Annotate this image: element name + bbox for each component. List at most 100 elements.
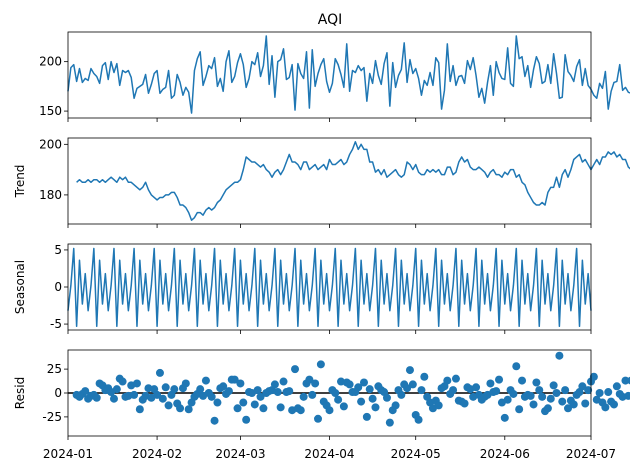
y-tick-label: 200: [39, 55, 62, 69]
resid-point: [584, 386, 593, 395]
resid-point: [201, 376, 210, 385]
resid-point: [543, 404, 552, 413]
resid-point: [449, 386, 458, 395]
resid-point: [259, 404, 268, 413]
resid-point: [242, 415, 251, 424]
resid-point: [486, 379, 495, 388]
resid-point: [176, 404, 185, 413]
resid-point: [250, 400, 259, 409]
resid-point: [371, 403, 380, 412]
resid-point: [609, 400, 618, 409]
resid-point: [500, 413, 509, 422]
resid-point: [170, 385, 179, 394]
resid-point: [589, 372, 598, 381]
seasonal-series-line: [67, 247, 592, 328]
resid-point: [331, 389, 340, 397]
resid-point: [532, 378, 541, 387]
resid-point: [316, 360, 325, 369]
resid-point: [558, 397, 567, 406]
panel-observed: 150 200: [39, 31, 630, 122]
resid-point: [595, 389, 604, 397]
resid-point: [239, 398, 248, 407]
resid-point: [92, 393, 101, 402]
resid-point: [569, 400, 578, 409]
resid-point: [515, 405, 524, 414]
resid-point: [196, 385, 205, 394]
x-tick-label: 2024-06: [480, 447, 530, 461]
resid-point: [529, 400, 538, 409]
resid-point: [552, 389, 561, 397]
resid-point: [509, 389, 518, 398]
resid-point: [158, 394, 167, 403]
y-tick-label: -5: [50, 317, 62, 331]
resid-point: [443, 376, 452, 385]
panels: 150 200 180 200 Trend -5 0 5 Seasonal -25 0 25 2024-…: [13, 31, 630, 461]
y-tick-label: 150: [39, 104, 62, 118]
resid-point: [334, 395, 343, 404]
x-tick-label: 2024-02: [132, 447, 182, 461]
resid-point: [417, 386, 426, 395]
resid-point: [311, 379, 320, 388]
resid-point: [354, 383, 363, 392]
resid-point: [325, 406, 334, 415]
resid-point: [279, 377, 288, 386]
observed-series-line: [67, 35, 630, 114]
resid-point: [308, 390, 317, 399]
resid-point: [314, 414, 323, 423]
resid-point: [495, 375, 504, 384]
panel-trend: 180 200 Trend: [13, 137, 630, 228]
resid-point: [434, 401, 443, 410]
resid-point: [109, 394, 118, 403]
resid-point: [612, 382, 621, 391]
resid-point: [451, 374, 460, 383]
y-tick-label: 200: [39, 137, 62, 151]
resid-point: [503, 395, 512, 404]
resid-point: [161, 383, 170, 392]
resid-point: [236, 379, 245, 388]
resid-point: [230, 375, 239, 384]
x-tick-label: 2024-03: [215, 447, 265, 461]
resid-point: [130, 390, 139, 399]
y-axis-label-seasonal: Seasonal: [13, 260, 27, 314]
resid-point: [135, 405, 144, 414]
resid-point: [526, 391, 535, 400]
resid-point: [296, 406, 305, 415]
y-tick-label: 0: [54, 280, 62, 294]
panel-seasonal: -5 0 5 Seasonal: [13, 243, 592, 334]
panel-resid: -25 0 25 2024-01 2024-02 2024-03 2024-04 2024-0…: [13, 349, 630, 461]
resid-point: [546, 394, 555, 403]
figure-title: AQI: [318, 12, 342, 28]
resid-point: [357, 397, 366, 406]
resid-point: [181, 379, 190, 388]
resid-point: [213, 398, 222, 407]
resid-point: [276, 403, 285, 412]
resid-point: [256, 392, 265, 401]
resid-point: [273, 388, 282, 397]
resid-point: [382, 393, 391, 402]
resid-point: [604, 388, 613, 397]
resid-point: [305, 375, 314, 384]
resid-point: [118, 377, 127, 386]
y-tick-label: 5: [54, 243, 62, 257]
y-axis-label-trend: Trend: [13, 165, 27, 199]
resid-point: [365, 385, 374, 394]
resid-point: [81, 387, 90, 396]
resid-point: [164, 401, 173, 410]
resid-point: [391, 401, 400, 410]
resid-point: [408, 380, 417, 389]
resid-point: [564, 404, 573, 413]
resid-point: [535, 386, 544, 395]
resid-point: [414, 415, 423, 424]
resid-point: [207, 392, 216, 401]
trend-series-line: [76, 141, 630, 221]
resid-point: [299, 392, 308, 401]
resid-point: [233, 404, 242, 413]
resid-point: [405, 366, 414, 375]
resid-point: [403, 384, 412, 393]
x-tick-label: 2024-04: [304, 447, 354, 461]
resid-point: [291, 365, 300, 374]
x-tick-label: 2024-07: [566, 447, 616, 461]
resid-point: [224, 387, 233, 396]
resid-point: [270, 380, 279, 389]
